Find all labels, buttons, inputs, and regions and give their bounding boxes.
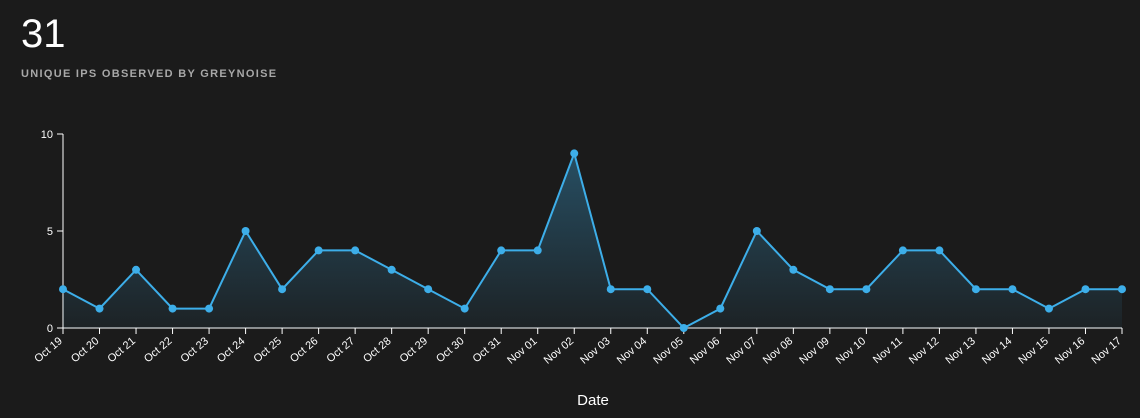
point bbox=[241, 227, 250, 235]
point bbox=[168, 304, 177, 313]
point bbox=[1118, 285, 1126, 294]
point bbox=[314, 246, 323, 255]
point bbox=[1008, 285, 1017, 294]
point bbox=[570, 149, 579, 158]
point bbox=[533, 246, 542, 255]
point bbox=[606, 285, 615, 294]
point bbox=[862, 285, 871, 294]
point bbox=[205, 304, 214, 313]
x-tick-label: Nov 17 bbox=[1090, 335, 1124, 367]
total-count: 31 bbox=[21, 12, 66, 56]
x-tick-label: Oct 31 bbox=[471, 335, 504, 365]
x-tick-label: Nov 03 bbox=[578, 335, 612, 367]
point bbox=[789, 265, 798, 274]
point bbox=[716, 304, 725, 313]
point bbox=[497, 246, 506, 255]
x-tick-label: Nov 01 bbox=[505, 335, 539, 367]
x-tick-label: Oct 20 bbox=[69, 335, 102, 365]
point bbox=[679, 324, 688, 332]
point bbox=[351, 246, 360, 255]
x-tick-label: Oct 22 bbox=[142, 335, 175, 365]
x-tick-label: Nov 12 bbox=[907, 335, 941, 367]
point bbox=[825, 285, 834, 294]
x-tick-label: Oct 27 bbox=[325, 335, 358, 365]
x-tick-label: Nov 04 bbox=[615, 335, 649, 367]
x-tick-label: Oct 29 bbox=[398, 335, 431, 365]
x-tick-label: Nov 15 bbox=[1016, 335, 1050, 367]
x-tick-label: Nov 14 bbox=[980, 335, 1014, 367]
x-tick-label: Oct 25 bbox=[251, 335, 284, 365]
x-tick-label: Nov 02 bbox=[542, 335, 576, 367]
point bbox=[898, 246, 907, 255]
x-tick-label: Nov 11 bbox=[871, 335, 905, 366]
point bbox=[424, 285, 433, 294]
x-tick-label: Oct 24 bbox=[215, 335, 248, 365]
point bbox=[971, 285, 980, 294]
point bbox=[643, 285, 652, 294]
point bbox=[1044, 304, 1053, 313]
x-tick-label: Oct 19 bbox=[32, 335, 65, 365]
x-tick-label: Oct 30 bbox=[434, 335, 467, 365]
x-tick-label: Nov 05 bbox=[651, 335, 685, 367]
point bbox=[95, 304, 104, 313]
y-tick-label: 10 bbox=[41, 129, 53, 141]
x-tick-label: Nov 08 bbox=[761, 335, 795, 367]
point bbox=[460, 304, 469, 313]
point bbox=[1081, 285, 1090, 294]
y-tick-label: 0 bbox=[47, 323, 53, 335]
line bbox=[62, 150, 1122, 330]
x-tick-label: Nov 09 bbox=[797, 335, 831, 367]
point bbox=[278, 285, 287, 294]
point bbox=[752, 227, 761, 235]
area bbox=[63, 153, 1122, 328]
point bbox=[935, 246, 944, 255]
x-tick-label: Nov 13 bbox=[943, 335, 977, 367]
x-tick-label: Nov 07 bbox=[724, 335, 758, 367]
y-tick-label: 5 bbox=[47, 226, 53, 238]
x-tick-label: Oct 21 bbox=[105, 335, 138, 365]
x-tick-label: Nov 16 bbox=[1053, 335, 1087, 367]
point bbox=[59, 285, 67, 294]
x-tick-label: Oct 28 bbox=[361, 335, 394, 365]
x-tick-label: Nov 10 bbox=[834, 335, 868, 367]
x-tick-label: Nov 06 bbox=[688, 335, 722, 367]
subtitle: UNIQUE IPS OBSERVED BY GREYNOISE bbox=[21, 68, 278, 80]
x-axis-label: Date bbox=[577, 392, 609, 409]
x-tick-label: Oct 23 bbox=[178, 335, 211, 365]
x-tick-label: Oct 26 bbox=[288, 335, 321, 365]
point bbox=[387, 265, 396, 274]
point bbox=[132, 265, 141, 274]
